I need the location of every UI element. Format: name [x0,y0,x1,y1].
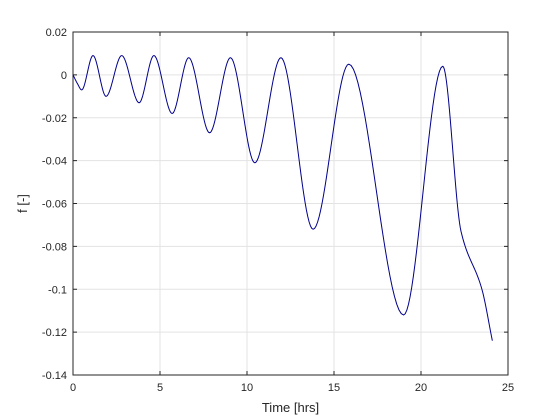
y-axis-label: f [-] [15,194,30,213]
x-tick-label: 25 [502,382,514,394]
y-tick-label: -0.04 [42,156,67,168]
x-tick-label: 20 [415,382,427,394]
series-group [72,55,493,341]
series-line-0 [72,55,493,341]
y-tick-label: 0.02 [46,27,67,39]
y-tick-label: 0 [61,70,67,82]
y-tick-label: -0.1 [48,284,67,296]
y-tick-label: -0.14 [42,370,67,382]
x-tick-labels: 0 5 10 15 20 25 [70,382,514,394]
y-tick-label: -0.12 [42,327,67,339]
x-tick-label: 5 [157,382,163,394]
y-tick-label: -0.08 [42,241,67,253]
y-tick-labels: -0.14 -0.12 -0.1 -0.08 -0.06 -0.04 -0.02 0 0.02 [42,27,67,382]
y-tick-label: -0.06 [42,199,67,211]
x-tick-label: 15 [328,382,340,394]
x-axis-label: Time [hrs] [262,400,319,415]
y-tick-label: -0.02 [42,113,67,125]
x-tick-label: 0 [70,382,76,394]
x-tick-label: 10 [241,382,253,394]
tick-marks [72,31,509,376]
